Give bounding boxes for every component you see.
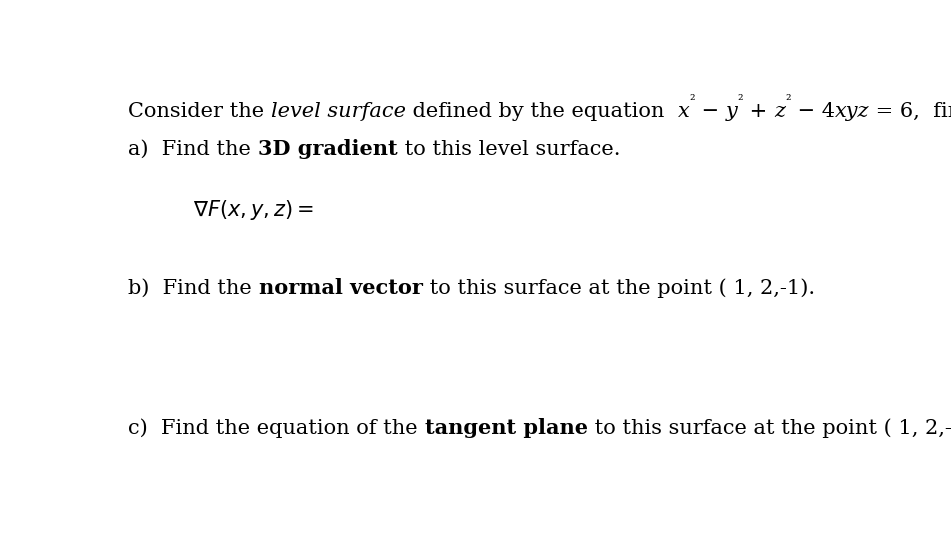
Text: z: z [774,102,786,121]
Text: normal vector: normal vector [259,278,422,298]
Text: find the following:: find the following: [920,102,951,121]
Text: +: + [744,102,774,121]
Text: xyz: xyz [835,102,869,121]
Text: $\nabla F(x, y, z) =$: $\nabla F(x, y, z) =$ [192,198,314,222]
Text: b)  Find the: b) Find the [128,279,259,298]
Text: −: − [695,102,726,121]
Text: level surface: level surface [271,102,406,121]
Text: to this level surface.: to this level surface. [398,139,620,159]
Text: ²: ² [689,94,695,108]
Text: a)  Find the: a) Find the [128,139,258,159]
Text: ²: ² [786,94,791,108]
Text: defined by the equation: defined by the equation [406,102,678,121]
Text: ²: ² [738,94,744,108]
Text: − 4: − 4 [791,102,835,121]
Text: tangent plane: tangent plane [425,418,588,438]
Text: x: x [678,102,689,121]
Text: Consider the: Consider the [128,102,271,121]
Text: = 6,: = 6, [869,102,920,121]
Text: 3D gradient: 3D gradient [258,139,398,159]
Text: c)  Find the equation of the: c) Find the equation of the [128,418,425,438]
Text: to this surface at the point ( 1, 2,-1).: to this surface at the point ( 1, 2,-1). [422,278,815,298]
Text: y: y [726,102,738,121]
Text: to this surface at the point ( 1, 2,-1).: to this surface at the point ( 1, 2,-1). [588,418,951,438]
